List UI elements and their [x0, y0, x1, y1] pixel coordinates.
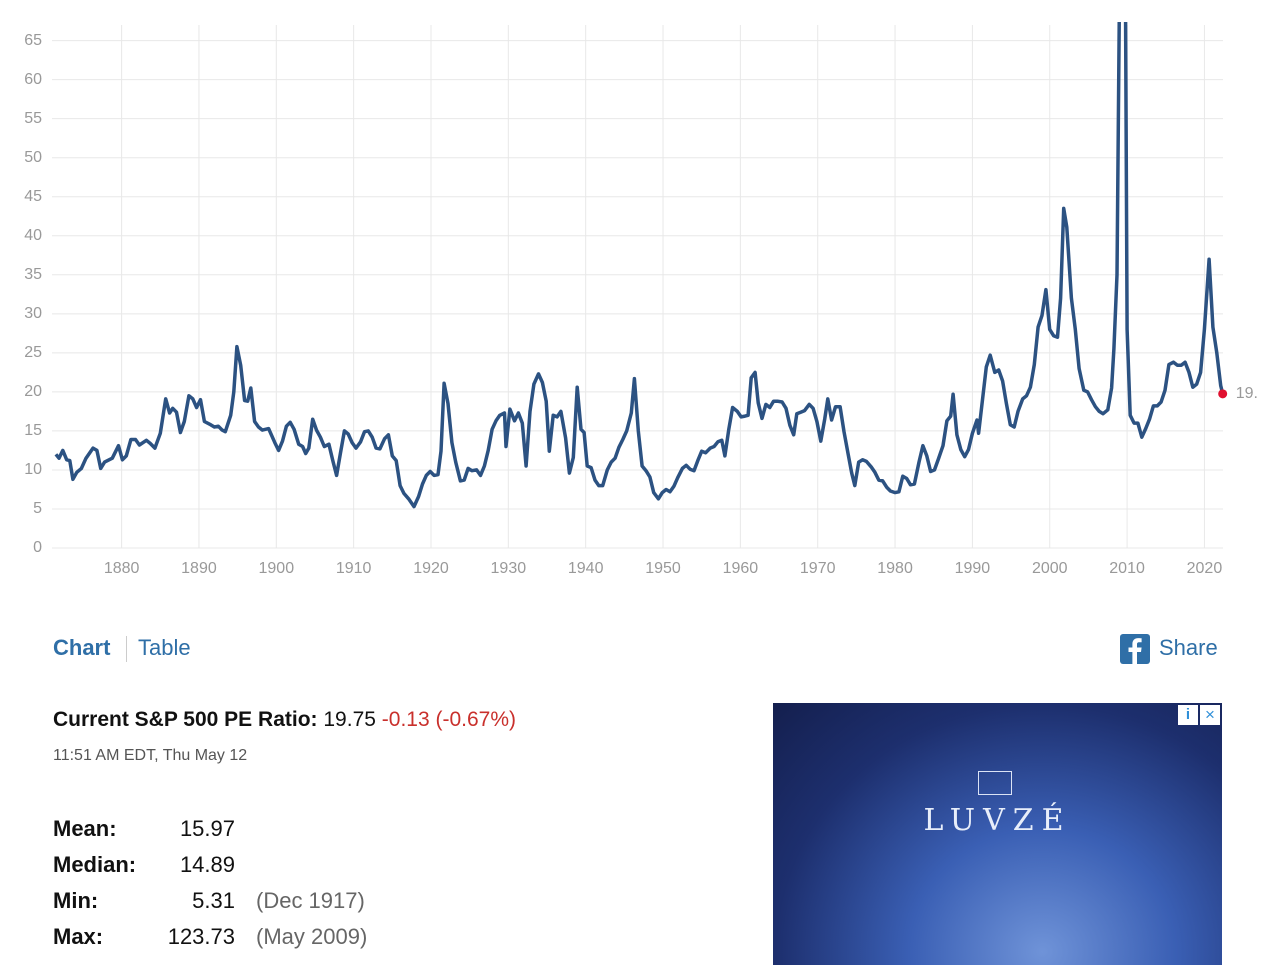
y-tick-label: 15 — [24, 422, 42, 439]
chart-tab[interactable]: Chart — [53, 635, 111, 660]
y-tick-label: 40 — [24, 227, 42, 244]
x-tick-label: 1880 — [104, 560, 140, 577]
y-tick-label: 65 — [24, 32, 42, 49]
x-tick-label: 1940 — [568, 560, 604, 577]
y-tick-label: 45 — [24, 188, 42, 205]
stat-date: (May 2009) — [256, 924, 368, 949]
stat-label: Max: — [53, 924, 104, 949]
x-tick-label: 1890 — [181, 560, 217, 577]
stat-value: 5.31 — [192, 888, 235, 913]
tab-separator — [126, 636, 127, 662]
x-tick-label: 2000 — [1032, 560, 1068, 577]
x-tick-label: 1990 — [955, 560, 991, 577]
stat-label: Median: — [53, 852, 137, 877]
stat-date: (Dec 1917) — [256, 888, 365, 913]
ad-brand: LUVZÉ — [923, 803, 1072, 838]
current-line: Current S&P 500 PE Ratio: 19.75 -0.13 (-… — [53, 708, 516, 732]
x-tick-label: 2020 — [1187, 560, 1223, 577]
x-tick-label: 1950 — [645, 560, 681, 577]
pe-line — [54, 22, 1225, 509]
timestamp: 11:51 AM EDT, Thu May 12 — [53, 747, 248, 764]
x-tick-label: 1930 — [491, 560, 527, 577]
x-tick-label: 1970 — [800, 560, 836, 577]
last-value-label: 19. — [1236, 385, 1258, 402]
y-tick-label: 35 — [24, 266, 42, 283]
x-tick-label: 2010 — [1109, 560, 1145, 577]
y-tick-label: 50 — [24, 149, 42, 166]
x-tick-label: 1910 — [336, 560, 372, 577]
current-value: 19.75 — [323, 708, 376, 731]
stat-value: 14.89 — [179, 852, 235, 877]
ad-info[interactable]: i — [1178, 705, 1198, 725]
y-tick-label: 60 — [24, 71, 42, 88]
ad-close[interactable]: × — [1200, 705, 1220, 725]
facebook-icon[interactable] — [1120, 634, 1150, 664]
y-tick-label: 10 — [24, 461, 42, 478]
x-tick-label: 1900 — [259, 560, 295, 577]
stat-label: Mean: — [53, 816, 117, 841]
ad-logo-icon — [978, 771, 1012, 795]
x-tick-label: 1980 — [877, 560, 913, 577]
y-tick-label: 30 — [24, 305, 42, 322]
current-change: -0.13 (-0.67%) — [381, 708, 517, 731]
table-tab[interactable]: Table — [138, 635, 191, 660]
stat-value: 123.73 — [167, 924, 235, 949]
y-tick-label: 20 — [24, 383, 42, 400]
facebook-glyph — [1128, 638, 1142, 664]
y-tick-label: 5 — [33, 500, 42, 517]
last-value-marker — [1218, 389, 1228, 399]
share-link[interactable]: Share — [1159, 635, 1218, 660]
chart: 0 5 10 15 20 25 30 35 40 45 50 55 60 65 1880 1890 1900 19… — [24, 22, 1258, 577]
stat-label: Min: — [53, 888, 99, 913]
y-tick-label: 25 — [24, 344, 42, 361]
ad-banner[interactable]: LUVZÉ i × — [773, 703, 1222, 965]
x-tick-label: 1920 — [413, 560, 449, 577]
x-tick-label: 1960 — [723, 560, 759, 577]
y-tick-label: 55 — [24, 110, 42, 127]
y-tick-label: 0 — [33, 539, 42, 556]
stat-value: 15.97 — [179, 816, 235, 841]
current-label: Current S&P 500 PE Ratio: — [53, 708, 318, 731]
